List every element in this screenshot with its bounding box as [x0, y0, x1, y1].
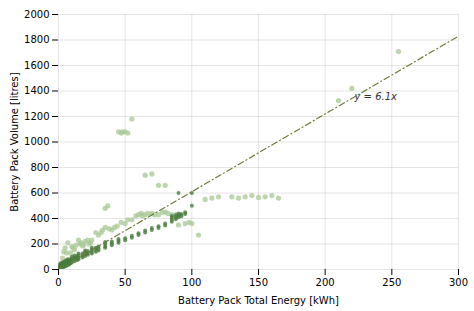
svg-text:1200: 1200 [24, 111, 49, 122]
svg-text:800: 800 [30, 162, 49, 173]
svg-text:200: 200 [316, 277, 335, 288]
svg-text:400: 400 [30, 213, 49, 224]
svg-text:600: 600 [30, 187, 49, 198]
svg-text:1000: 1000 [24, 136, 49, 147]
svg-text:300: 300 [449, 277, 468, 288]
svg-text:0: 0 [55, 277, 61, 288]
svg-text:Battery Pack Volume [litres]: Battery Pack Volume [litres] [9, 72, 20, 211]
svg-text:1600: 1600 [24, 60, 49, 71]
svg-text:50: 50 [119, 277, 132, 288]
svg-text:1800: 1800 [24, 34, 49, 45]
svg-text:y = 6.1x: y = 6.1x [354, 91, 398, 102]
svg-text:250: 250 [382, 277, 401, 288]
svg-text:200: 200 [30, 238, 49, 249]
svg-text:0: 0 [43, 264, 49, 275]
svg-text:Battery Pack Total Energy [kWh: Battery Pack Total Energy [kWh] [178, 295, 339, 306]
svg-text:2000: 2000 [24, 9, 49, 20]
svg-text:150: 150 [249, 277, 268, 288]
svg-text:100: 100 [182, 277, 201, 288]
svg-text:1400: 1400 [24, 85, 49, 96]
